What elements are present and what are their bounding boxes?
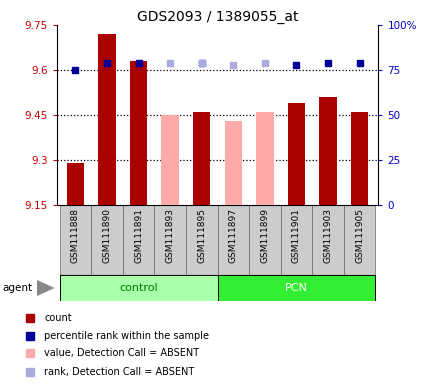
Text: GSM111905: GSM111905: [354, 207, 363, 263]
Text: rank, Detection Call = ABSENT: rank, Detection Call = ABSENT: [44, 367, 194, 377]
Text: GSM111888: GSM111888: [71, 207, 80, 263]
Text: GSM111891: GSM111891: [134, 207, 143, 263]
Text: GSM111893: GSM111893: [165, 207, 174, 263]
Bar: [59, 205, 91, 275]
Bar: [98, 34, 115, 205]
Text: percentile rank within the sample: percentile rank within the sample: [44, 331, 209, 341]
Bar: [67, 163, 84, 205]
Bar: [217, 275, 375, 301]
Bar: [161, 115, 178, 205]
Bar: [350, 112, 367, 205]
Text: GSM111903: GSM111903: [323, 207, 332, 263]
Bar: [193, 112, 210, 205]
Bar: [185, 205, 217, 275]
Bar: [130, 61, 147, 205]
Bar: [249, 205, 280, 275]
Bar: [280, 205, 312, 275]
Bar: [91, 205, 122, 275]
Text: control: control: [119, 283, 158, 293]
Bar: [224, 121, 241, 205]
Bar: [287, 103, 304, 205]
Text: GDS2093 / 1389055_at: GDS2093 / 1389055_at: [136, 10, 298, 23]
Text: GSM111895: GSM111895: [197, 207, 206, 263]
Text: GSM111890: GSM111890: [102, 207, 111, 263]
Bar: [217, 205, 249, 275]
Text: GSM111899: GSM111899: [260, 207, 269, 263]
Bar: [154, 205, 185, 275]
Bar: [312, 205, 343, 275]
Text: PCN: PCN: [284, 283, 307, 293]
Bar: [343, 205, 375, 275]
Text: agent: agent: [2, 283, 32, 293]
Text: GSM111897: GSM111897: [228, 207, 237, 263]
Text: count: count: [44, 313, 72, 323]
Bar: [59, 275, 217, 301]
Bar: [319, 97, 336, 205]
Text: value, Detection Call = ABSENT: value, Detection Call = ABSENT: [44, 348, 199, 358]
Bar: [256, 112, 273, 205]
Polygon shape: [37, 280, 55, 296]
Text: GSM111901: GSM111901: [291, 207, 300, 263]
Bar: [122, 205, 154, 275]
